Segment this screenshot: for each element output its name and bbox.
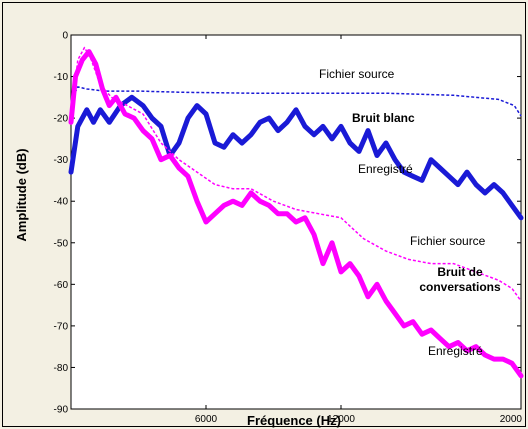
annotation-enr2: Enregistré xyxy=(428,344,483,358)
y-tick-label: -50 xyxy=(54,238,69,249)
series-blue-source xyxy=(70,86,522,117)
y-tick-label: -90 xyxy=(54,405,69,416)
series-magenta-recorded xyxy=(68,49,524,379)
y-tick-label: -40 xyxy=(54,197,69,208)
y-tick-label: 0 xyxy=(62,31,68,42)
y-axis: 0 -10 -20 -30 -40 -50 -60 -70 -80 -90 xyxy=(54,31,521,416)
y-tick-label: -20 xyxy=(54,114,69,125)
y-axis-title: Amplitude (dB) xyxy=(14,148,29,241)
series-layer xyxy=(68,46,524,379)
x-tick-label: 12000 xyxy=(327,414,355,425)
annotation-bb: Bruit blanc xyxy=(352,111,415,125)
x-axis-title: Fréquence (Hz) xyxy=(247,413,341,428)
annotation-src2: Fichier source xyxy=(410,234,486,248)
x-tick-label: 2000 xyxy=(500,414,523,425)
series-blue-recorded xyxy=(68,94,524,221)
annotation-enr1: Enregistré xyxy=(358,162,413,176)
annotation-bc2: conversations xyxy=(419,280,501,294)
annotation-bc1: Bruit de xyxy=(437,265,483,279)
x-axis: 6000 12000 2000 xyxy=(195,35,523,425)
y-tick-label: -10 xyxy=(54,72,69,83)
annotations: Fichier source Bruit blanc Enregistré Fichi… xyxy=(319,67,501,358)
y-tick-label: -80 xyxy=(54,363,69,374)
annotation-src1: Fichier source xyxy=(319,67,395,81)
x-tick-label: 6000 xyxy=(195,414,218,425)
y-tick-label: -30 xyxy=(54,155,69,166)
y-tick-label: -60 xyxy=(54,280,69,291)
y-tick-label: -70 xyxy=(54,321,69,332)
